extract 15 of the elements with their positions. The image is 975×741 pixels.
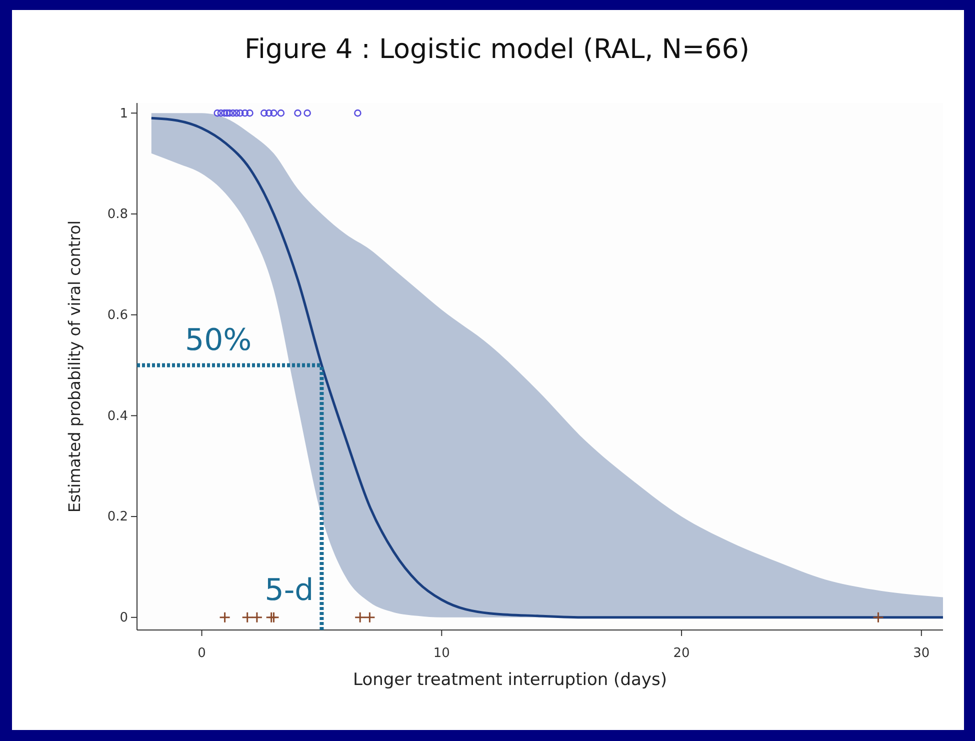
- x-tick-label: 30: [913, 646, 930, 662]
- ref-line-label: 5-d: [264, 573, 314, 608]
- x-tick-label: 0: [198, 646, 206, 662]
- y-tick-label: 0: [120, 610, 128, 626]
- ref-line-label: 50%: [185, 323, 252, 358]
- chart-title: Figure 4 : Logistic model (RAL, N=66): [244, 34, 750, 65]
- y-tick-label: 1: [120, 106, 128, 122]
- x-tick-label: 10: [433, 646, 450, 662]
- x-tick-label: 20: [673, 646, 690, 662]
- y-tick-label: 0.4: [107, 408, 128, 424]
- x-axis-title: Longer treatment interruption (days): [353, 670, 667, 690]
- y-axis-title: Estimated probability of viral control: [65, 220, 84, 513]
- y-tick-label: 0.8: [107, 207, 128, 222]
- y-tick-label: 0.2: [107, 510, 128, 525]
- y-tick-label: 0.6: [107, 308, 128, 323]
